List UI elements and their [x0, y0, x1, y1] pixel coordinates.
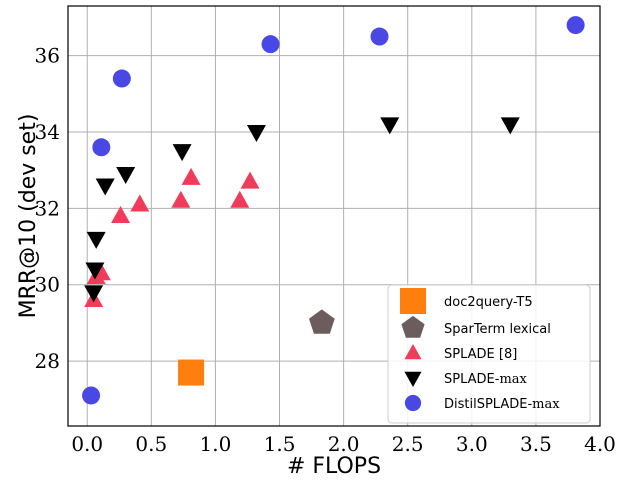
data-point-triangle-down [84, 285, 104, 303]
x-tick-label: 2.5 [392, 432, 424, 456]
data-point-triangle-up [111, 206, 131, 223]
legend-marker-square [400, 288, 426, 314]
y-tick-label: 36 [35, 44, 60, 68]
x-tick-label: 1.0 [200, 432, 232, 456]
legend-marker-triangle-up [404, 344, 422, 360]
x-tick-label: 3.5 [520, 432, 552, 456]
data-point-pentagon [309, 309, 335, 334]
data-point-triangle-down [500, 117, 520, 135]
legend-marker-pentagon [401, 315, 425, 338]
data-point-square [178, 359, 205, 386]
data-point-triangle-down [172, 144, 192, 162]
legend-label-doc2query: doc2query-T5 [444, 295, 533, 310]
data-point-triangle-down [380, 117, 400, 135]
series-triangle-down [84, 117, 520, 303]
x-tick-label: 1.5 [264, 432, 296, 456]
data-point-triangle-down [86, 231, 106, 249]
legend-marker-circle [404, 394, 422, 412]
series-triangle-up [84, 167, 260, 307]
x-tick-label: 3.0 [456, 432, 488, 456]
plot-frame [67, 5, 601, 427]
data-point-triangle-up [240, 171, 260, 189]
data-point-triangle-down [95, 178, 115, 196]
x-axis-title: # FLOPS [287, 454, 381, 479]
data-point-triangle-down [116, 167, 136, 184]
series-circle [82, 16, 585, 405]
y-axis-title: MRR@10 (dev set) [16, 114, 41, 319]
x-tick-label: 2.0 [328, 432, 360, 456]
legend-label-sparterm: SparTerm lexical [444, 322, 551, 337]
legend-marker-triangle-down [404, 371, 422, 387]
data-point-triangle-up [230, 190, 250, 208]
legend: doc2query-T5 SparTerm lexical SPLADE [8]… [387, 284, 591, 424]
data-point-circle [566, 16, 585, 35]
data-point-triangle-up [130, 194, 150, 212]
x-tick-label: 4.0 [584, 432, 616, 456]
data-point-triangle-down [85, 262, 105, 280]
data-point-circle [370, 27, 389, 46]
y-tick-label: 28 [35, 349, 60, 373]
data-point-triangle-down [246, 125, 266, 142]
data-point-circle [261, 35, 280, 54]
x-tick-labels: 0.0 0.5 1.0 1.5 2.0 2.5 3.0 3.5 4.0 [71, 432, 616, 456]
legend-box [387, 284, 591, 424]
series-square [178, 359, 205, 386]
data-point-circle [82, 386, 101, 405]
legend-markers [400, 288, 426, 412]
y-tick-label: 32 [35, 196, 60, 220]
data-point-circle [92, 138, 111, 157]
legend-splade-max-suffix: max [499, 372, 527, 387]
x-tick-label: 0.0 [71, 432, 103, 456]
data-point-triangle-up [171, 190, 191, 208]
data-points [82, 16, 585, 405]
series-pentagon [309, 309, 335, 334]
legend-distil-prefix: DistilSPLADE- [444, 397, 532, 412]
legend-distil-suffix: max [532, 397, 560, 412]
data-point-circle [112, 69, 131, 88]
y-tick-label: 34 [35, 120, 60, 144]
y-tick-labels: 28 30 32 34 36 [35, 44, 60, 373]
y-tick-label: 30 [35, 273, 60, 297]
legend-splade-max-prefix: SPLADE- [444, 372, 500, 387]
legend-label-splade: SPLADE [8] [444, 347, 517, 362]
legend-label-distilsplade-max: DistilSPLADE-max [444, 397, 560, 412]
data-point-triangle-up [181, 167, 201, 185]
legend-label-splade-max: SPLADE-max [444, 372, 528, 387]
x-tick-label: 0.5 [135, 432, 167, 456]
